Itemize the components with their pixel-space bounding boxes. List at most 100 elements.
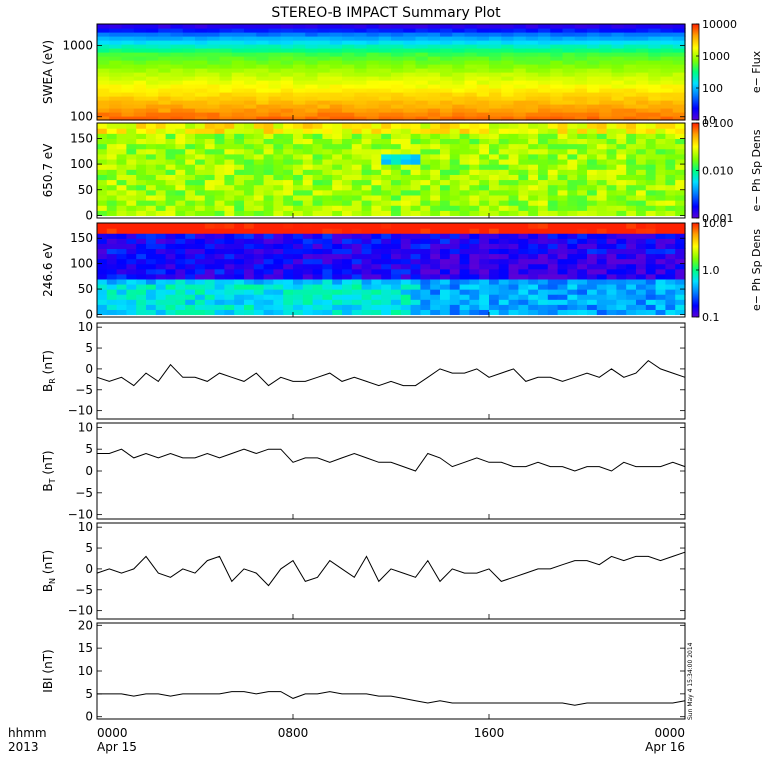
heatmap-cell <box>391 28 404 33</box>
heatmap-cell <box>427 96 441 101</box>
heatmap-cell <box>273 248 284 255</box>
heatmap-cell <box>599 32 613 37</box>
heatmap-cell <box>420 179 431 186</box>
heatmap-cell <box>611 64 625 69</box>
heatmap-cell <box>273 228 284 234</box>
heatmap-cell <box>452 56 466 61</box>
heatmap-cell <box>452 76 466 81</box>
heatmap-cell <box>273 189 284 196</box>
heatmap-cell <box>116 210 127 217</box>
heatmap-cell <box>293 179 304 186</box>
y-axis-label-sub: R <box>48 378 57 384</box>
heatmap-cell <box>366 76 380 81</box>
heatmap-cell <box>329 96 343 101</box>
heatmap-cell <box>378 64 392 69</box>
heatmap-cell <box>557 248 568 255</box>
heatmap-cell <box>256 52 270 57</box>
heatmap-cell <box>464 40 478 45</box>
heatmap-cell <box>655 138 666 145</box>
heatmap-cell <box>97 273 108 280</box>
heatmap-cell <box>214 253 225 260</box>
heatmap-cell <box>440 104 453 109</box>
heatmap-cell <box>498 133 510 140</box>
heatmap-cell <box>256 28 270 33</box>
heatmap-cell <box>322 309 333 316</box>
heatmap-cell <box>626 248 637 255</box>
heatmap-cell <box>305 88 319 93</box>
heatmap-cell <box>489 299 500 305</box>
heatmap-cell <box>648 108 662 113</box>
heatmap-cell <box>195 40 208 45</box>
heatmap-cell <box>268 60 282 65</box>
heatmap-cell <box>616 304 627 310</box>
heatmap-cell <box>146 92 159 97</box>
heatmap-cell <box>136 128 147 134</box>
heatmap-cell <box>146 88 159 93</box>
heatmap-cell <box>175 299 186 305</box>
heatmap-cell <box>648 64 662 69</box>
heatmap-cell <box>528 179 539 186</box>
heatmap-cell <box>430 148 441 155</box>
heatmap-cell <box>253 174 265 181</box>
y-tick-label: 10 <box>78 664 93 678</box>
heatmap-cell <box>557 123 568 129</box>
heatmap-cell <box>469 123 480 129</box>
heatmap-cell <box>244 304 255 310</box>
heatmap-cell <box>116 273 127 280</box>
heatmap-cell <box>268 24 282 29</box>
heatmap-cell <box>332 148 343 155</box>
heatmap-cell <box>165 248 176 255</box>
heatmap-cell <box>508 294 519 300</box>
panel-frame <box>96 622 686 720</box>
heatmap-cell <box>312 205 323 211</box>
heatmap-cell <box>489 116 502 121</box>
heatmap-cell <box>655 238 666 244</box>
heatmap-cell <box>332 248 343 255</box>
heatmap-cell <box>587 200 598 206</box>
heatmap-cell <box>146 60 159 65</box>
heatmap-cell <box>244 64 257 69</box>
heatmap-cell <box>391 273 402 280</box>
heatmap-cell <box>381 268 392 275</box>
heatmap-cell <box>645 169 657 175</box>
heatmap-cell <box>371 299 382 305</box>
heatmap-cell <box>518 258 529 265</box>
heatmap-cell <box>626 169 637 175</box>
heatmap-cell <box>312 283 323 290</box>
heatmap-cell <box>538 205 549 211</box>
y-tick-label: −5 <box>75 583 93 597</box>
heatmap-cell <box>675 164 686 170</box>
heatmap-cell <box>175 294 186 300</box>
heatmap-cell <box>415 60 429 65</box>
heatmap-cell <box>97 248 108 255</box>
heatmap-cell <box>489 143 500 150</box>
heatmap-cell <box>489 40 502 45</box>
heatmap-cell <box>645 273 657 280</box>
heatmap-cell <box>599 56 613 61</box>
heatmap-cell <box>547 158 559 165</box>
heatmap-cell <box>126 263 137 270</box>
heatmap-cell <box>332 309 343 316</box>
heatmap-cell <box>596 169 608 175</box>
heatmap-cell <box>528 189 539 196</box>
heatmap-cell <box>170 72 184 77</box>
heatmap-cell <box>231 104 245 109</box>
heatmap-cell <box>263 184 274 191</box>
heatmap-cell <box>273 238 284 244</box>
heatmap-cell <box>498 123 510 129</box>
heatmap-cell <box>342 223 353 229</box>
heatmap-cell <box>253 258 265 265</box>
heatmap-cell <box>675 228 686 234</box>
heatmap-cell <box>133 32 147 37</box>
heatmap-cell <box>195 32 208 37</box>
heatmap-cell <box>675 223 686 229</box>
heatmap-cell <box>567 138 578 145</box>
heatmap-cell <box>106 179 118 186</box>
heatmap-cell <box>665 294 676 300</box>
heatmap-cell <box>302 200 314 206</box>
heatmap-cell <box>381 283 392 290</box>
heatmap-cell <box>469 210 480 217</box>
heatmap-cell <box>214 123 225 129</box>
heatmap-cell <box>672 64 686 69</box>
heatmap-cell <box>587 56 600 61</box>
